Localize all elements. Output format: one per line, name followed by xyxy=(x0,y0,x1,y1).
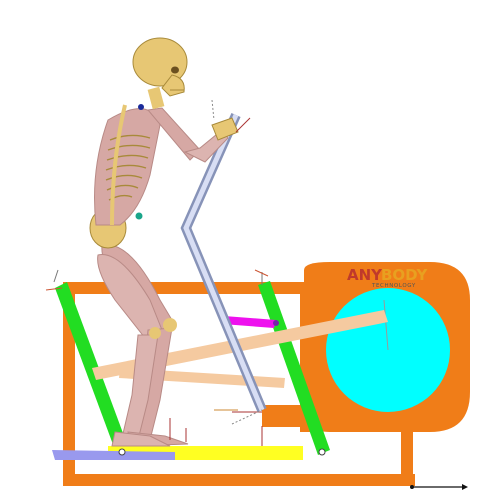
magenta-link-joint xyxy=(273,320,279,326)
flywheel-crank xyxy=(383,299,389,351)
human-skeleton-icon xyxy=(89,37,239,447)
neck xyxy=(147,86,165,110)
reference-markers xyxy=(45,99,269,446)
marker-shoulder xyxy=(138,104,144,110)
knee-right xyxy=(149,327,161,339)
anybody-logo: ANY BODY TECHNOLOGY xyxy=(347,266,429,289)
pedal-joint-left xyxy=(118,448,126,456)
handle-bar xyxy=(180,112,267,412)
frame-top-beam xyxy=(63,282,313,294)
frame-right-leg xyxy=(401,420,413,486)
coordinate-axes-icon[interactable] xyxy=(410,484,468,490)
left-green-lever xyxy=(55,282,130,458)
torso xyxy=(94,108,161,226)
spine xyxy=(110,104,127,226)
foot-plate xyxy=(52,450,175,460)
handle-bar-highlight xyxy=(183,113,265,411)
elliptical-trainer xyxy=(63,262,470,486)
pedal-joint-right xyxy=(318,448,326,456)
logo-brand-part1: ANY xyxy=(347,266,383,284)
frame-base-beam xyxy=(63,474,415,486)
magenta-link xyxy=(222,316,276,328)
skull xyxy=(132,37,188,97)
marker-teal xyxy=(135,212,143,220)
logo-brand-part2: BODY xyxy=(381,266,429,284)
hand xyxy=(211,117,239,141)
frame-connector-bar xyxy=(262,405,312,427)
logo-tagline: TECHNOLOGY xyxy=(371,283,416,289)
handle-bar-tube xyxy=(180,112,267,412)
knee-left xyxy=(163,318,177,332)
right-foot xyxy=(111,431,171,447)
